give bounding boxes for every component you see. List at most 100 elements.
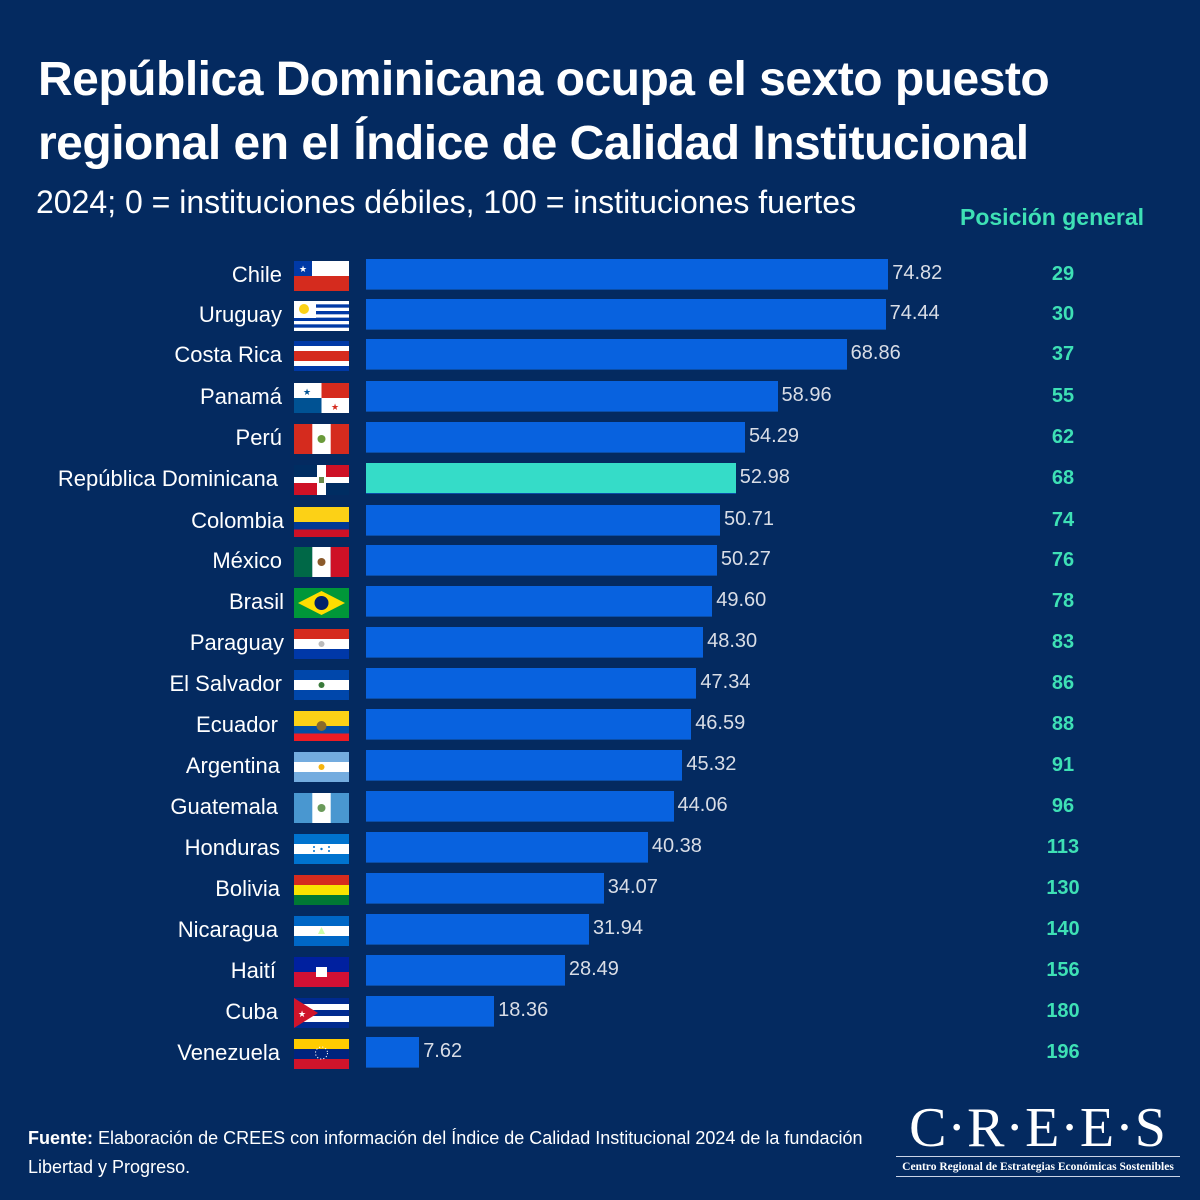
- source-text: Elaboración de CREES con información del…: [28, 1128, 863, 1177]
- country-label: Haití: [230, 958, 276, 983]
- chart-title: República Dominicana ocupa el sexto pues…: [38, 53, 1050, 170]
- svg-text:★: ★: [303, 387, 311, 397]
- value-label: 48.30: [707, 630, 758, 652]
- country-label: Perú: [235, 425, 282, 450]
- value-label: 52.98: [739, 466, 790, 488]
- bar-row: México 50.27 76: [0, 542, 1200, 583]
- panama-flag-icon: ★ ★: [294, 383, 349, 413]
- rank-label: 88: [1051, 713, 1075, 735]
- logo-divider: [896, 1156, 1180, 1157]
- bar: [366, 750, 683, 781]
- bar-row: República Dominicana 52.98 68: [0, 460, 1200, 501]
- bar: [366, 955, 565, 986]
- value-label: 31.94: [592, 917, 643, 939]
- bar: [366, 996, 495, 1027]
- bar-row: Bolivia 34.07 130: [0, 870, 1200, 911]
- rank-label: 30: [1051, 303, 1075, 325]
- logo-tagline: Centro Regional de Estrategias Económica…: [902, 1161, 1174, 1173]
- svg-text:★: ★: [298, 1009, 306, 1019]
- dominican-republic-flag-icon: [294, 465, 349, 495]
- country-label: Guatemala: [170, 794, 278, 819]
- bar-row: Costa Rica 68.86 37: [0, 336, 1200, 377]
- country-label: Uruguay: [198, 302, 282, 327]
- value-label: 54.29: [748, 425, 799, 447]
- bar: [366, 627, 704, 658]
- value-label: 45.32: [686, 753, 737, 775]
- country-label: México: [212, 548, 282, 573]
- rank-label: 96: [1051, 795, 1075, 817]
- chile-flag-icon: ★: [294, 261, 349, 291]
- bar: [366, 299, 886, 330]
- bar-chart: Chile ★ 74.82 29 Uruguay 74.44 30 Costa Rica 68.…: [0, 250, 1200, 1080]
- rank-label: 156: [1046, 959, 1080, 981]
- bar: [366, 586, 713, 617]
- svg-text:★: ★: [331, 402, 339, 412]
- rank-label: 29: [1051, 263, 1075, 285]
- bar-row: Cuba ★ 18.36 180: [0, 993, 1200, 1034]
- nicaragua-flag-icon: [294, 916, 349, 947]
- bar-row: Argentina 45.32 91: [0, 747, 1200, 788]
- value-label: 18.36: [498, 999, 549, 1021]
- bar-row: Haití 28.49 156: [0, 952, 1200, 993]
- value-label: 47.34: [700, 671, 751, 693]
- rank-column-header: Posición general: [960, 204, 1145, 230]
- bar: [366, 668, 697, 699]
- peru-flag-icon: [294, 424, 349, 454]
- ecuador-flag-icon: [294, 711, 349, 741]
- value-label: 40.38: [651, 835, 702, 857]
- bar-row: Ecuador 46.59 88: [0, 706, 1200, 747]
- value-label: 44.06: [677, 794, 728, 816]
- rank-label: 83: [1051, 631, 1075, 653]
- bolivia-flag-icon: [294, 875, 349, 906]
- country-label: Costa Rica: [174, 342, 282, 367]
- bar: [366, 545, 717, 576]
- country-label: Venezuela: [177, 1040, 280, 1065]
- rank-label: 74: [1051, 509, 1075, 531]
- cuba-flag-icon: ★: [294, 998, 349, 1029]
- rank-label: 140: [1046, 918, 1080, 940]
- bar: [366, 259, 889, 290]
- bar-row: Perú 54.29 62: [0, 419, 1200, 460]
- country-label: El Salvador: [169, 671, 282, 696]
- rank-label: 196: [1046, 1041, 1080, 1063]
- bar-row: Panamá ★ ★ 58.96 55: [0, 378, 1200, 419]
- value-label: 34.07: [607, 876, 658, 898]
- country-label: Paraguay: [189, 630, 284, 655]
- colombia-flag-icon: [294, 507, 349, 537]
- value-label: 7.62: [423, 1040, 463, 1062]
- mexico-flag-icon: [294, 547, 349, 577]
- source-note: Fuente: Elaboración de CREES con informa…: [28, 1124, 868, 1182]
- guatemala-flag-icon: [294, 793, 349, 823]
- bar-row: Venezuela 7.62 196: [0, 1034, 1200, 1075]
- rank-label: 68: [1051, 467, 1075, 489]
- bar: [366, 914, 589, 945]
- venezuela-flag-icon: [294, 1039, 349, 1070]
- value-label: 58.96: [781, 384, 832, 406]
- logo-wordmark: C·R·E·E·S: [909, 1097, 1167, 1159]
- country-label: Chile: [231, 262, 282, 287]
- country-label: Panamá: [200, 384, 282, 409]
- value-label: 50.71: [723, 508, 775, 530]
- value-label: 28.49: [568, 958, 619, 980]
- bar: [366, 709, 692, 740]
- uruguay-flag-icon: [294, 301, 349, 332]
- bar-row: Colombia 50.71 74: [0, 502, 1200, 543]
- rank-label: 130: [1046, 877, 1080, 899]
- bar-row: Guatemala 44.06 96: [0, 788, 1200, 829]
- chart-subtitle: 2024; 0 = instituciones débiles, 100 = i…: [36, 184, 857, 220]
- value-label: 46.59: [695, 712, 746, 734]
- bar: [366, 339, 847, 370]
- country-label: República Dominicana: [57, 466, 278, 491]
- rank-label: 78: [1051, 590, 1075, 612]
- bar: [366, 791, 674, 822]
- bar-row: El Salvador 47.34 86: [0, 665, 1200, 706]
- value-label: 50.27: [720, 548, 771, 570]
- bar-row: Nicaragua 31.94 140: [0, 911, 1200, 952]
- country-label: Brasil: [228, 589, 284, 614]
- country-label: Ecuador: [196, 712, 278, 737]
- value-label: 74.44: [889, 302, 940, 324]
- rank-label: 86: [1051, 672, 1075, 694]
- country-label: Argentina: [185, 753, 280, 778]
- rank-label: 37: [1051, 343, 1075, 365]
- rank-label: 180: [1046, 1000, 1080, 1022]
